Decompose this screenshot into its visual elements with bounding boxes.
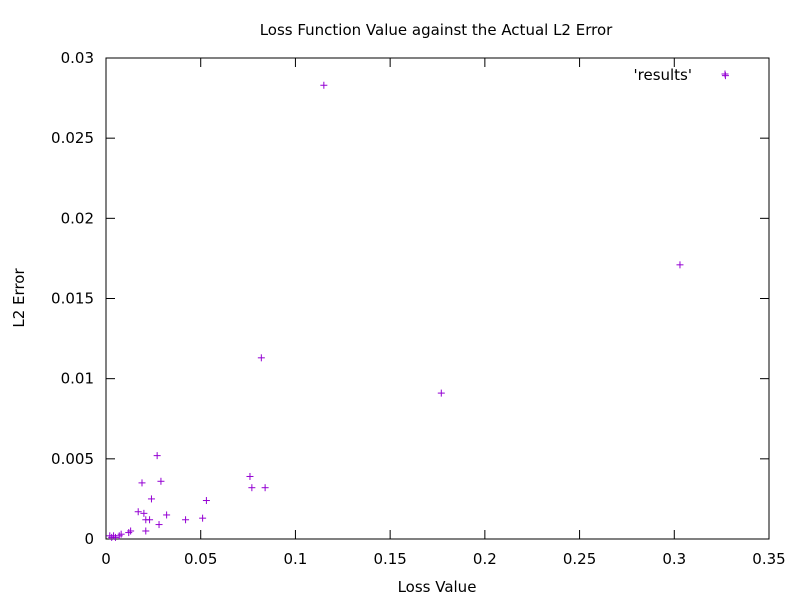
data-point (134, 508, 142, 516)
data-point (153, 452, 161, 460)
data-point (138, 479, 146, 487)
data-point (257, 354, 265, 362)
chart-title: Loss Function Value against the Actual L… (260, 21, 613, 39)
legend-marker-symbol (721, 70, 729, 78)
data-point (261, 484, 269, 492)
data-points (106, 72, 729, 541)
data-point (115, 532, 123, 540)
y-tick-label: 0.015 (51, 290, 94, 308)
x-tick-label: 0.25 (563, 550, 596, 568)
data-point (182, 516, 190, 524)
y-tick-label: 0 (84, 530, 94, 548)
data-point (142, 527, 150, 535)
x-tick-label: 0.05 (184, 550, 217, 568)
data-point (199, 514, 207, 522)
data-point (125, 529, 133, 537)
y-tick-label: 0.025 (51, 129, 94, 147)
data-point (140, 509, 148, 517)
x-tick-label: 0.35 (752, 550, 785, 568)
x-tick-label: 0.3 (662, 550, 686, 568)
x-tick-label: 0.2 (473, 550, 497, 568)
data-point (111, 533, 119, 541)
y-tick-label: 0.005 (51, 450, 94, 468)
x-tick-label: 0.15 (373, 550, 406, 568)
data-point (157, 477, 165, 485)
data-point (117, 530, 125, 538)
data-point (146, 516, 154, 524)
data-point (320, 81, 328, 89)
data-point (163, 511, 171, 519)
data-point (147, 495, 155, 503)
x-tick-label: 0.1 (283, 550, 307, 568)
data-point (437, 389, 445, 397)
data-point (155, 521, 163, 529)
legend-label: 'results' (634, 66, 693, 84)
legend-marker (721, 70, 729, 78)
y-tick-label: 0.03 (61, 49, 94, 67)
y-axis-label: L2 Error (10, 268, 28, 328)
x-axis-label: Loss Value (398, 578, 477, 596)
data-point (248, 484, 256, 492)
y-tick-label: 0.02 (61, 209, 94, 227)
data-point (246, 472, 254, 480)
x-tick-label: 0 (101, 550, 111, 568)
y-axis-ticks: 0 0.005 0.01 0.015 0.02 0.025 0.03 (51, 49, 769, 548)
legend: 'results' (634, 66, 729, 84)
data-point (676, 261, 684, 269)
x-axis-ticks: 0 0.05 0.1 0.15 0.2 0.25 0.3 0.35 (101, 58, 786, 568)
y-tick-label: 0.01 (61, 370, 94, 388)
plot-frame (105, 57, 770, 540)
data-point (202, 497, 210, 505)
data-point (127, 527, 135, 535)
